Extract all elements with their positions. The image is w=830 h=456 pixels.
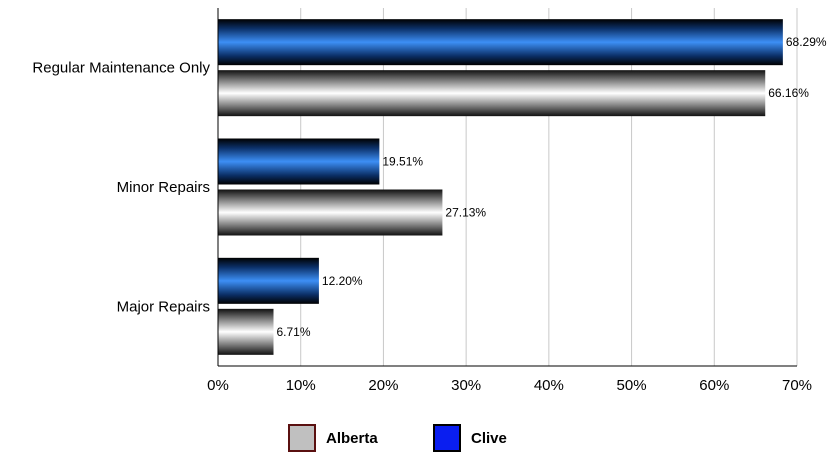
bar-alberta [218,308,274,355]
x-tick-label: 0% [207,377,229,394]
legend-label-alberta: Alberta [326,429,378,447]
x-axis-ticks: 0% 10% 20% 30% 40% 50% 60% 70% [207,377,812,394]
x-tick-label: 70% [782,377,812,394]
bar-alberta [218,189,443,236]
bar-clive [218,19,783,66]
bars: 68.29% 66.16% 19.51% 27.13% 12.20% 6.71% [218,19,827,355]
gridlines [300,8,798,366]
legend-item-clive: Clive [433,424,507,452]
data-label: 12.20% [322,274,363,288]
x-tick-label: 60% [699,377,729,394]
x-tick-label: 20% [368,377,398,394]
bar-alberta [218,70,766,117]
data-label: 6.71% [277,325,311,339]
x-tick-label: 10% [286,377,316,394]
bar-clive [218,138,380,185]
axes [217,8,797,367]
category-label: Regular Maintenance Only [32,60,210,77]
bar-chart: 68.29% 66.16% 19.51% 27.13% 12.20% 6.71% 0% 10… [32,8,827,394]
data-label: 27.13% [445,206,486,220]
category-labels: Regular Maintenance Only Minor Repairs Maj… [32,60,210,316]
x-tick-label: 50% [617,377,647,394]
x-tick-label: 30% [451,377,481,394]
x-tick-label: 40% [534,377,564,394]
legend-swatch-alberta [288,424,316,452]
category-label: Major Repairs [117,298,210,315]
legend-item-alberta: Alberta [288,424,378,452]
legend-label-clive: Clive [471,429,507,447]
legend: Alberta Clive [0,424,830,456]
data-label: 68.29% [786,35,827,49]
category-label: Minor Repairs [117,179,210,196]
data-label: 19.51% [382,155,423,169]
bar-clive [218,257,319,304]
legend-swatch-clive [433,424,461,452]
data-label: 66.16% [768,86,809,100]
